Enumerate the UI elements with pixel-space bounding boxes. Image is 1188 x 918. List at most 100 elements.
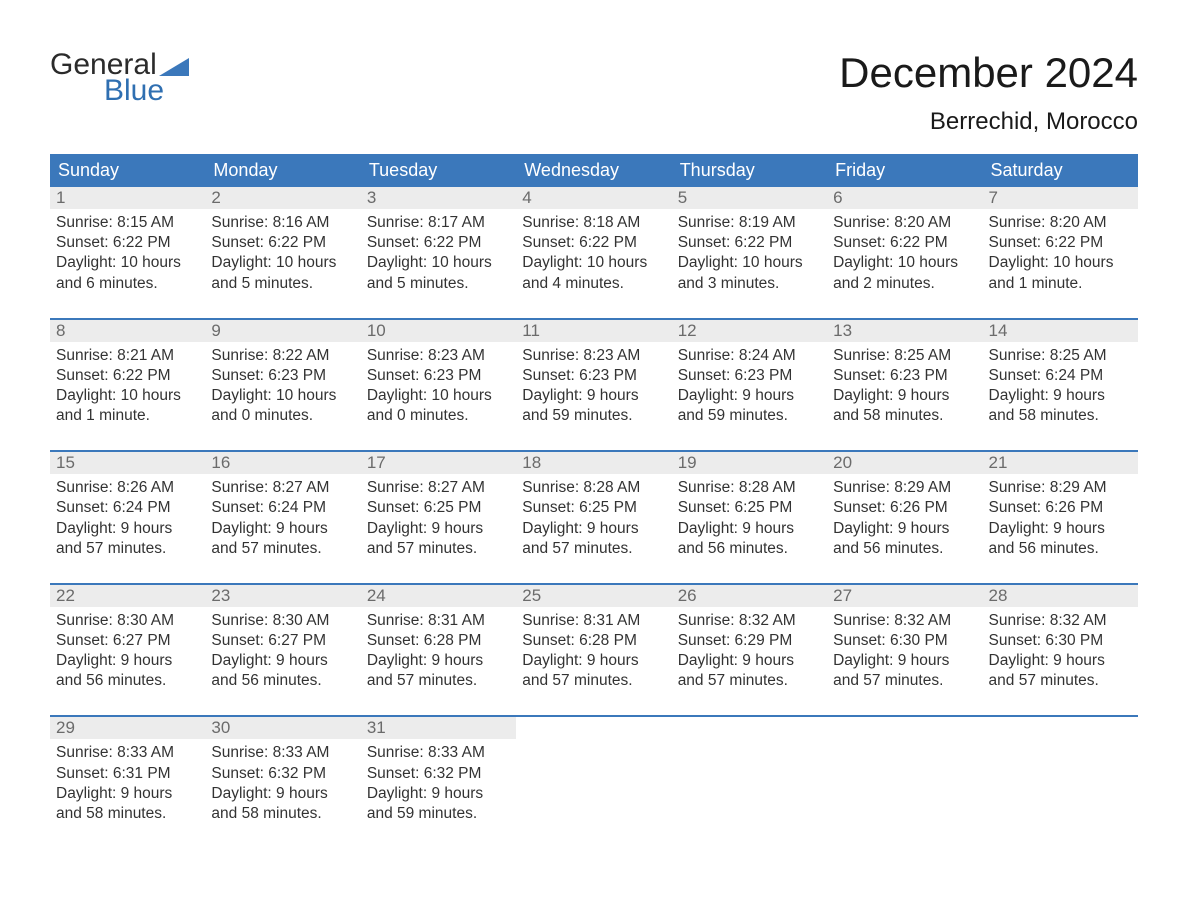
daylight-text: Daylight: 10 hours	[833, 253, 976, 273]
sunrise-text: Sunrise: 8:33 AM	[211, 743, 354, 763]
page-header: General Blue December 2024 Berrechid, Mo…	[50, 50, 1138, 136]
day-detail-cell: Sunrise: 8:33 AMSunset: 6:32 PMDaylight:…	[205, 739, 360, 832]
daylight-text: and 1 minute.	[989, 274, 1132, 294]
day-number-cell: 14	[983, 320, 1138, 342]
day-number-cell: 16	[205, 452, 360, 474]
day-detail-cell: Sunrise: 8:22 AMSunset: 6:23 PMDaylight:…	[205, 342, 360, 452]
sunset-text: Sunset: 6:22 PM	[56, 366, 199, 386]
day-detail-cell	[516, 739, 671, 832]
day-detail-cell: Sunrise: 8:25 AMSunset: 6:24 PMDaylight:…	[983, 342, 1138, 452]
day-number-cell: 8	[50, 320, 205, 342]
daylight-text: and 58 minutes.	[211, 804, 354, 824]
day-detail-cell: Sunrise: 8:24 AMSunset: 6:23 PMDaylight:…	[672, 342, 827, 452]
sunrise-text: Sunrise: 8:30 AM	[56, 611, 199, 631]
weekday-header: Monday	[205, 154, 360, 187]
daylight-text: Daylight: 9 hours	[989, 386, 1132, 406]
daylight-text: and 3 minutes.	[678, 274, 821, 294]
sunrise-text: Sunrise: 8:29 AM	[989, 478, 1132, 498]
daylight-text: Daylight: 10 hours	[56, 253, 199, 273]
day-number-row: 1234567	[50, 187, 1138, 209]
sunset-text: Sunset: 6:25 PM	[522, 498, 665, 518]
day-number-cell: 18	[516, 452, 671, 474]
daylight-text: Daylight: 9 hours	[678, 386, 821, 406]
daylight-text: Daylight: 9 hours	[678, 651, 821, 671]
day-detail-cell	[672, 739, 827, 832]
day-detail-cell: Sunrise: 8:25 AMSunset: 6:23 PMDaylight:…	[827, 342, 982, 452]
daylight-text: and 57 minutes.	[833, 671, 976, 691]
daylight-text: and 57 minutes.	[367, 671, 510, 691]
day-detail-cell: Sunrise: 8:27 AMSunset: 6:24 PMDaylight:…	[205, 474, 360, 584]
sunset-text: Sunset: 6:23 PM	[678, 366, 821, 386]
sunrise-text: Sunrise: 8:33 AM	[367, 743, 510, 763]
day-detail-cell: Sunrise: 8:19 AMSunset: 6:22 PMDaylight:…	[672, 209, 827, 319]
sunrise-text: Sunrise: 8:27 AM	[211, 478, 354, 498]
sunrise-text: Sunrise: 8:32 AM	[678, 611, 821, 631]
daylight-text: and 56 minutes.	[678, 539, 821, 559]
sunrise-text: Sunrise: 8:31 AM	[367, 611, 510, 631]
day-number-cell: 4	[516, 187, 671, 209]
sunrise-text: Sunrise: 8:25 AM	[989, 346, 1132, 366]
day-number-cell: 7	[983, 187, 1138, 209]
sunset-text: Sunset: 6:25 PM	[367, 498, 510, 518]
day-number-cell: 1	[50, 187, 205, 209]
daylight-text: Daylight: 9 hours	[833, 519, 976, 539]
day-number-cell: 29	[50, 717, 205, 739]
day-number-cell: 21	[983, 452, 1138, 474]
sunset-text: Sunset: 6:22 PM	[833, 233, 976, 253]
sunset-text: Sunset: 6:28 PM	[522, 631, 665, 651]
sunrise-text: Sunrise: 8:32 AM	[989, 611, 1132, 631]
daylight-text: and 6 minutes.	[56, 274, 199, 294]
daylight-text: Daylight: 10 hours	[211, 253, 354, 273]
daylight-text: Daylight: 10 hours	[678, 253, 821, 273]
sunrise-text: Sunrise: 8:30 AM	[211, 611, 354, 631]
daylight-text: and 57 minutes.	[522, 539, 665, 559]
day-number-cell: 23	[205, 585, 360, 607]
day-detail-cell: Sunrise: 8:28 AMSunset: 6:25 PMDaylight:…	[516, 474, 671, 584]
daylight-text: Daylight: 9 hours	[211, 784, 354, 804]
sunset-text: Sunset: 6:27 PM	[211, 631, 354, 651]
weekday-header: Tuesday	[361, 154, 516, 187]
day-detail-cell	[827, 739, 982, 832]
day-number-cell: 5	[672, 187, 827, 209]
daylight-text: Daylight: 9 hours	[989, 519, 1132, 539]
day-number-cell: 11	[516, 320, 671, 342]
sunrise-text: Sunrise: 8:29 AM	[833, 478, 976, 498]
sunset-text: Sunset: 6:22 PM	[522, 233, 665, 253]
day-number-cell: 10	[361, 320, 516, 342]
day-detail-row: Sunrise: 8:26 AM Sunset: 6:24 PM Daylight:…	[50, 474, 1138, 584]
sunset-text: Sunset: 6:24 PM	[211, 498, 354, 518]
sunset-text: Sunset: 6:30 PM	[989, 631, 1132, 651]
day-number-row: 15161718192021	[50, 452, 1138, 474]
sunrise-text: Sunrise: 8:20 AM	[833, 213, 976, 233]
weekday-header: Friday	[827, 154, 982, 187]
daylight-text: Daylight: 9 hours	[367, 519, 510, 539]
day-number-row: 22232425262728	[50, 585, 1138, 607]
sunrise-text: Sunrise: 8:26 AM	[56, 478, 199, 498]
month-title: December 2024	[839, 50, 1138, 96]
day-number-cell	[516, 717, 671, 739]
day-detail-cell: Sunrise: 8:18 AMSunset: 6:22 PMDaylight:…	[516, 209, 671, 319]
day-number-cell: 19	[672, 452, 827, 474]
day-detail-cell: Sunrise: 8:23 AMSunset: 6:23 PMDaylight:…	[361, 342, 516, 452]
daylight-text: Daylight: 9 hours	[211, 651, 354, 671]
daylight-text: Daylight: 10 hours	[522, 253, 665, 273]
weekday-header: Sunday	[50, 154, 205, 187]
day-detail-cell: Sunrise: 8:30 AMSunset: 6:27 PMDaylight:…	[50, 607, 205, 717]
day-detail-cell: Sunrise: 8:33 AMSunset: 6:31 PMDaylight:…	[50, 739, 205, 832]
daylight-text: Daylight: 9 hours	[367, 784, 510, 804]
daylight-text: and 4 minutes.	[522, 274, 665, 294]
sunrise-text: Sunrise: 8:28 AM	[522, 478, 665, 498]
daylight-text: Daylight: 9 hours	[56, 519, 199, 539]
day-number-row: 891011121314	[50, 320, 1138, 342]
day-detail-cell	[983, 739, 1138, 832]
sunrise-text: Sunrise: 8:27 AM	[367, 478, 510, 498]
sunrise-text: Sunrise: 8:15 AM	[56, 213, 199, 233]
daylight-text: and 5 minutes.	[367, 274, 510, 294]
day-number-cell: 28	[983, 585, 1138, 607]
logo: General Blue	[50, 50, 189, 106]
daylight-text: Daylight: 9 hours	[56, 784, 199, 804]
daylight-text: Daylight: 10 hours	[211, 386, 354, 406]
sunrise-text: Sunrise: 8:18 AM	[522, 213, 665, 233]
daylight-text: and 59 minutes.	[522, 406, 665, 426]
sunset-text: Sunset: 6:23 PM	[367, 366, 510, 386]
